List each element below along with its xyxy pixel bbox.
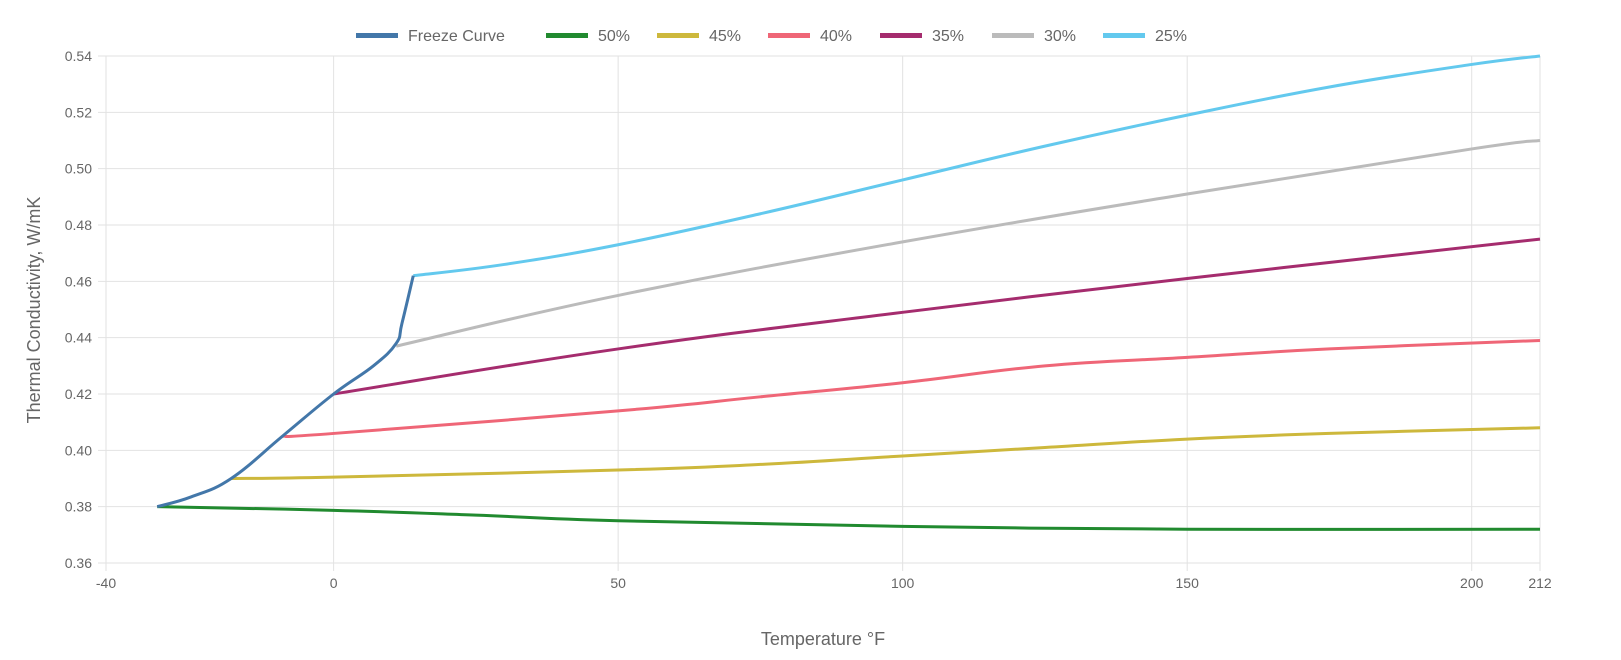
- legend-label: 25%: [1155, 28, 1187, 45]
- y-tick-label: 0.36: [65, 555, 92, 571]
- legend-item[interactable]: 45%: [657, 28, 741, 45]
- y-tick-label: 0.48: [65, 217, 92, 233]
- y-tick-label: 0.40: [65, 442, 92, 458]
- legend-label: 30%: [1044, 28, 1076, 45]
- legend-item[interactable]: Freeze Curve: [356, 28, 505, 45]
- series-line-30-: [395, 139, 1541, 348]
- legend-swatch: [880, 33, 922, 38]
- x-axis-title: Temperature °F: [761, 629, 885, 649]
- y-tick-label: 0.46: [65, 273, 92, 289]
- legend-label: 45%: [709, 28, 741, 45]
- legend-item[interactable]: 40%: [768, 28, 852, 45]
- x-tick-label: 100: [891, 575, 915, 591]
- legend-swatch: [1103, 33, 1145, 38]
- legend-swatch: [768, 33, 810, 38]
- legend-label: 35%: [932, 28, 964, 45]
- legend-swatch: [546, 33, 588, 38]
- legend-label: Freeze Curve: [408, 28, 505, 45]
- legend-label: 40%: [820, 28, 852, 45]
- x-tick-label: 212: [1528, 575, 1552, 591]
- y-tick-label: 0.54: [65, 48, 92, 64]
- legend-swatch: [992, 33, 1034, 38]
- legend-item[interactable]: 50%: [546, 28, 630, 45]
- x-tick-label: 50: [610, 575, 626, 591]
- series-lines: [156, 54, 1541, 531]
- x-tick-label: 0: [330, 575, 338, 591]
- x-tick-label: 200: [1460, 575, 1484, 591]
- series-line-50-: [157, 505, 1541, 531]
- legend-item[interactable]: 30%: [992, 28, 1076, 45]
- legend-swatch: [356, 33, 398, 38]
- grid: 0.36 0.38 0.40 0.42 0.44 0.46 0.48 0.50 0.52 0.54…: [65, 48, 1552, 591]
- series-line-40-: [282, 338, 1541, 439]
- y-tick-label: 0.50: [65, 161, 92, 177]
- legend-swatch: [657, 33, 699, 38]
- y-tick-label: 0.44: [65, 330, 92, 346]
- legend-label: 50%: [598, 28, 630, 45]
- series-line-freeze-curve: [156, 275, 415, 509]
- series-line-35-: [333, 237, 1541, 396]
- y-tick-label: 0.42: [65, 386, 92, 402]
- y-tick-label: 0.38: [65, 499, 92, 515]
- legend-item[interactable]: 25%: [1103, 28, 1187, 45]
- series-line-45-: [231, 426, 1541, 480]
- legend[interactable]: Freeze Curve 50% 45% 40% 35% 30% 25%: [356, 28, 1187, 45]
- y-tick-label: 0.52: [65, 104, 92, 120]
- x-tick-label: 150: [1176, 575, 1200, 591]
- legend-item[interactable]: 35%: [880, 28, 964, 45]
- y-axis-title: Thermal Conductivity, W/mK: [24, 197, 44, 424]
- series-line-25-: [413, 54, 1541, 278]
- x-tick-label: -40: [96, 575, 116, 591]
